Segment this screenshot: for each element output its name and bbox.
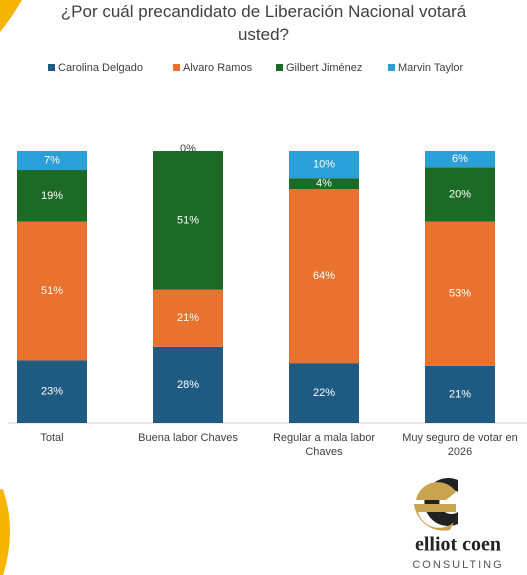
legend-label: Alvaro Ramos	[183, 62, 253, 74]
value-label: 53%	[449, 288, 471, 300]
bar-segment	[425, 365, 495, 423]
bar-segment	[425, 221, 495, 366]
decoration	[0, 0, 22, 32]
bar-segment	[289, 151, 359, 179]
value-label: 22%	[313, 387, 335, 399]
bar-segment	[153, 346, 223, 423]
logo-mark	[414, 478, 458, 531]
x-tick-label: Muy seguro de votar en 2026	[402, 432, 518, 458]
value-label: 20%	[449, 188, 471, 200]
x-tick-label: Regular a mala labor Chaves	[272, 432, 376, 458]
legend-swatch	[276, 64, 283, 71]
value-label: 64%	[313, 270, 335, 282]
value-label: 23%	[41, 386, 63, 398]
bar-segment	[425, 151, 495, 168]
bar-segment	[289, 189, 359, 364]
bar-segment	[425, 167, 495, 222]
logo-name: elliot coen	[415, 534, 501, 556]
value-label: 21%	[449, 388, 471, 400]
bar-segment	[17, 151, 87, 171]
x-tick-label: Total	[40, 432, 64, 444]
legend-swatch	[48, 64, 55, 71]
x-tick-label: Buena labor Chaves	[138, 432, 238, 444]
value-label: 51%	[41, 285, 63, 297]
value-label: 4%	[316, 178, 332, 190]
bar-segment	[289, 363, 359, 423]
legend-swatch	[173, 64, 180, 71]
value-label: 51%	[177, 214, 199, 226]
value-label: 21%	[177, 312, 199, 324]
bar-segment	[289, 178, 359, 190]
value-label: 7%	[44, 154, 60, 166]
bar-segment	[153, 151, 223, 290]
bar-segment	[153, 289, 223, 347]
legend-label: Marvin Taylor	[398, 62, 464, 74]
value-label: 6%	[452, 153, 468, 165]
legend-swatch	[388, 64, 395, 71]
bar-segment	[17, 360, 87, 423]
bar-segment	[17, 170, 87, 222]
logo-tagline: CONSULTING	[412, 559, 503, 571]
legend-label: Gilbert Jiménez	[286, 62, 362, 74]
chart-title: ¿Por cuál precandidato de Liberación Nac…	[60, 2, 467, 44]
value-label: 28%	[177, 379, 199, 391]
legend-label: Carolina Delgado	[58, 62, 143, 74]
value-label: 0%	[180, 143, 196, 155]
decoration	[0, 489, 10, 575]
bar-segment	[17, 221, 87, 361]
value-label: 19%	[41, 190, 63, 202]
value-label: 10%	[313, 159, 335, 171]
